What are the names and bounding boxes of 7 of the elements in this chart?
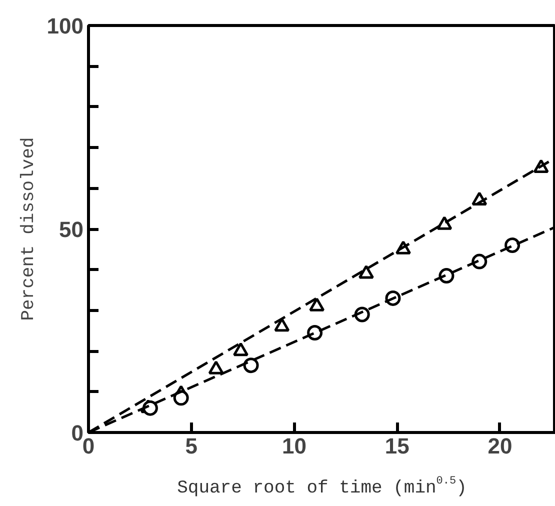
x-tick-label: 5: [185, 434, 198, 458]
y-axis-title: Percent dissolved: [18, 137, 39, 321]
y-tick-label: 50: [59, 217, 84, 242]
y-tick-label: 100: [46, 14, 84, 38]
x-tick-label: 20: [488, 434, 512, 458]
x-tick-label: 15: [384, 434, 410, 458]
x-tick-label: 10: [282, 434, 306, 458]
